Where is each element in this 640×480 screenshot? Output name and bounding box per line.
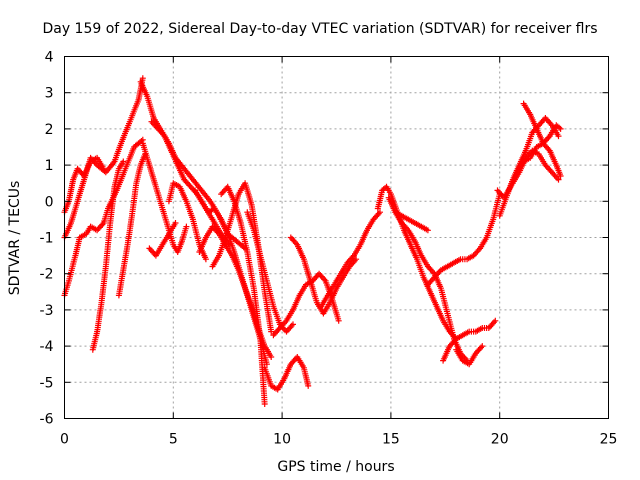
data-point bbox=[353, 256, 360, 263]
y-axis-label: SDTVAR / TECUs bbox=[7, 181, 23, 296]
series-arc-24 bbox=[440, 317, 499, 364]
series-arc-25 bbox=[453, 343, 486, 368]
data-point bbox=[335, 317, 342, 324]
series-arc-3 bbox=[61, 154, 107, 216]
data-point bbox=[263, 361, 270, 368]
series-arc-10 bbox=[165, 180, 209, 263]
y-tick-label: -1 bbox=[40, 231, 54, 247]
series-arc-14 bbox=[218, 183, 268, 407]
y-tick-label: 0 bbox=[45, 194, 54, 210]
x-tick-label: 25 bbox=[600, 432, 618, 448]
data-point bbox=[479, 343, 486, 350]
axes: 0 5 10 15 20 25 -6 -5 -4 -3 -2 -1 0 1 2 3 4 bbox=[40, 50, 618, 448]
x-axis-label: GPS time / hours bbox=[277, 459, 394, 475]
series-arc-13 bbox=[209, 180, 275, 335]
data-point bbox=[305, 382, 312, 389]
x-tick-label: 10 bbox=[273, 432, 291, 448]
series-arc-22 bbox=[392, 209, 431, 234]
data-point bbox=[555, 133, 562, 140]
series-arc-19 bbox=[318, 209, 383, 310]
data-point bbox=[377, 209, 383, 216]
x-tick-label: 15 bbox=[382, 432, 400, 448]
data-point bbox=[268, 328, 275, 335]
data-point bbox=[492, 317, 499, 324]
data-point bbox=[120, 158, 127, 165]
data-layer bbox=[61, 75, 564, 407]
data-point bbox=[100, 165, 107, 172]
y-tick-label: 1 bbox=[45, 158, 54, 174]
data-point bbox=[557, 173, 564, 179]
series-arc-8 bbox=[146, 220, 179, 259]
y-tick-label: 2 bbox=[45, 122, 54, 138]
series-arc-9 bbox=[148, 118, 233, 248]
data-point bbox=[172, 220, 179, 226]
data-point bbox=[268, 354, 275, 360]
data-point bbox=[202, 256, 209, 263]
data-point bbox=[261, 401, 268, 407]
series-arc-16 bbox=[261, 354, 312, 393]
y-tick-label: 4 bbox=[45, 50, 54, 66]
y-tick-label: -3 bbox=[40, 303, 54, 319]
data-point bbox=[139, 75, 146, 82]
data-point bbox=[290, 321, 296, 328]
y-tick-label: -4 bbox=[40, 339, 54, 355]
series-arc-28 bbox=[509, 147, 562, 187]
series-arc-29 bbox=[520, 100, 564, 147]
y-tick-label: -6 bbox=[40, 412, 54, 428]
y-tick-label: -5 bbox=[40, 375, 54, 391]
y-tick-label: -2 bbox=[40, 267, 54, 283]
x-tick-label: 0 bbox=[60, 432, 69, 448]
data-point bbox=[557, 125, 564, 132]
data-point bbox=[183, 223, 190, 230]
x-tick-label: 20 bbox=[491, 432, 509, 448]
data-point bbox=[555, 176, 562, 183]
series-arc-23 bbox=[424, 191, 503, 288]
chart-title: Day 159 of 2022, Sidereal Day-to-day VTE… bbox=[42, 21, 597, 37]
series-arc-5 bbox=[115, 151, 148, 299]
y-tick-label: 3 bbox=[45, 86, 54, 102]
data-point bbox=[424, 227, 431, 234]
series-arc-4 bbox=[89, 158, 127, 353]
data-point bbox=[556, 124, 563, 131]
x-tick-label: 5 bbox=[169, 432, 178, 448]
